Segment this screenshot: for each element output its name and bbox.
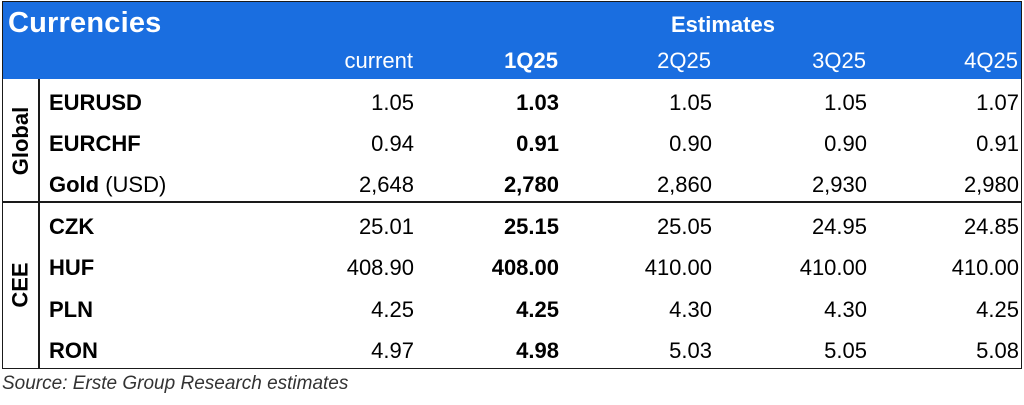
value-1q25: 4.98 bbox=[516, 338, 559, 363]
value-4q25: 5.08 bbox=[976, 338, 1019, 363]
col-header-4q25: 4Q25 bbox=[964, 48, 1018, 73]
value-4q25: 4.25 bbox=[976, 297, 1019, 322]
value-1q25: 0.91 bbox=[516, 131, 559, 156]
value-current: 4.97 bbox=[371, 338, 414, 363]
row-name: CZK bbox=[49, 214, 95, 239]
value-4q25: 410.00 bbox=[951, 255, 1019, 280]
value-3q25: 410.00 bbox=[799, 255, 867, 280]
row-name: EURUSD bbox=[49, 90, 142, 115]
group-divider-horizontal bbox=[3, 201, 1021, 203]
value-1q25: 2,780 bbox=[503, 172, 559, 197]
table-title: Currencies bbox=[8, 7, 162, 39]
table-row-eurchf: EURCHF 0.94 0.91 0.90 0.90 0.91 bbox=[39, 123, 1021, 164]
estimates-label: Estimates bbox=[671, 12, 775, 37]
value-current: 4.25 bbox=[371, 297, 414, 322]
value-3q25: 1.05 bbox=[824, 90, 867, 115]
table-row-gold: Gold (USD) 2,648 2,780 2,860 2,930 2,980 bbox=[39, 164, 1021, 205]
value-2q25: 410.00 bbox=[644, 255, 712, 280]
col-header-1q25: 1Q25 bbox=[504, 48, 558, 73]
value-1q25: 408.00 bbox=[491, 255, 559, 280]
value-3q25: 4.30 bbox=[824, 297, 867, 322]
value-4q25: 1.07 bbox=[976, 90, 1019, 115]
value-current: 0.94 bbox=[371, 131, 414, 156]
table-row-eurusd: EURUSD 1.05 1.03 1.05 1.05 1.07 bbox=[39, 82, 1021, 123]
group-divider-vertical bbox=[38, 79, 40, 369]
value-3q25: 0.90 bbox=[824, 131, 867, 156]
value-1q25: 25.15 bbox=[503, 214, 559, 239]
value-3q25: 24.95 bbox=[811, 214, 867, 239]
value-4q25: 2,980 bbox=[963, 172, 1019, 197]
table-row-huf: HUF 408.90 408.00 410.00 410.00 410.00 bbox=[39, 247, 1021, 288]
table-row-ron: RON 4.97 4.98 5.03 5.05 5.08 bbox=[39, 330, 1021, 371]
col-header-2q25: 2Q25 bbox=[657, 48, 711, 73]
value-4q25: 24.85 bbox=[963, 214, 1019, 239]
value-1q25: 1.03 bbox=[516, 90, 559, 115]
row-name: Gold (USD) bbox=[49, 172, 167, 197]
group-label-cee: CEE bbox=[8, 262, 33, 308]
col-header-3q25: 3Q25 bbox=[812, 48, 866, 73]
value-current: 25.01 bbox=[358, 214, 414, 239]
row-name: EURCHF bbox=[49, 131, 141, 156]
value-2q25: 0.90 bbox=[669, 131, 712, 156]
row-name: PLN bbox=[49, 297, 93, 322]
value-current: 408.90 bbox=[346, 255, 414, 280]
value-current: 1.05 bbox=[371, 90, 414, 115]
currencies-table: Currencies Estimates current 1Q25 2Q25 3… bbox=[2, 1, 1022, 369]
value-2q25: 25.05 bbox=[656, 214, 712, 239]
value-2q25: 2,860 bbox=[656, 172, 712, 197]
value-1q25: 4.25 bbox=[516, 297, 559, 322]
row-name: RON bbox=[49, 338, 98, 363]
source-note: Source: Erste Group Research estimates bbox=[2, 373, 349, 394]
value-3q25: 5.05 bbox=[824, 338, 867, 363]
value-2q25: 5.03 bbox=[669, 338, 712, 363]
table-row-pln: PLN 4.25 4.25 4.30 4.30 4.25 bbox=[39, 289, 1021, 330]
value-2q25: 1.05 bbox=[669, 90, 712, 115]
table-header: Currencies Estimates current 1Q25 2Q25 3… bbox=[3, 2, 1021, 79]
table-row-czk: CZK 25.01 25.15 25.05 24.95 24.85 bbox=[39, 206, 1021, 247]
row-name: HUF bbox=[49, 255, 95, 280]
value-4q25: 0.91 bbox=[976, 131, 1019, 156]
value-3q25: 2,930 bbox=[811, 172, 867, 197]
group-label-global: Global bbox=[8, 106, 34, 175]
value-2q25: 4.30 bbox=[669, 297, 712, 322]
col-header-current: current bbox=[344, 48, 413, 73]
value-current: 2,648 bbox=[358, 172, 414, 197]
